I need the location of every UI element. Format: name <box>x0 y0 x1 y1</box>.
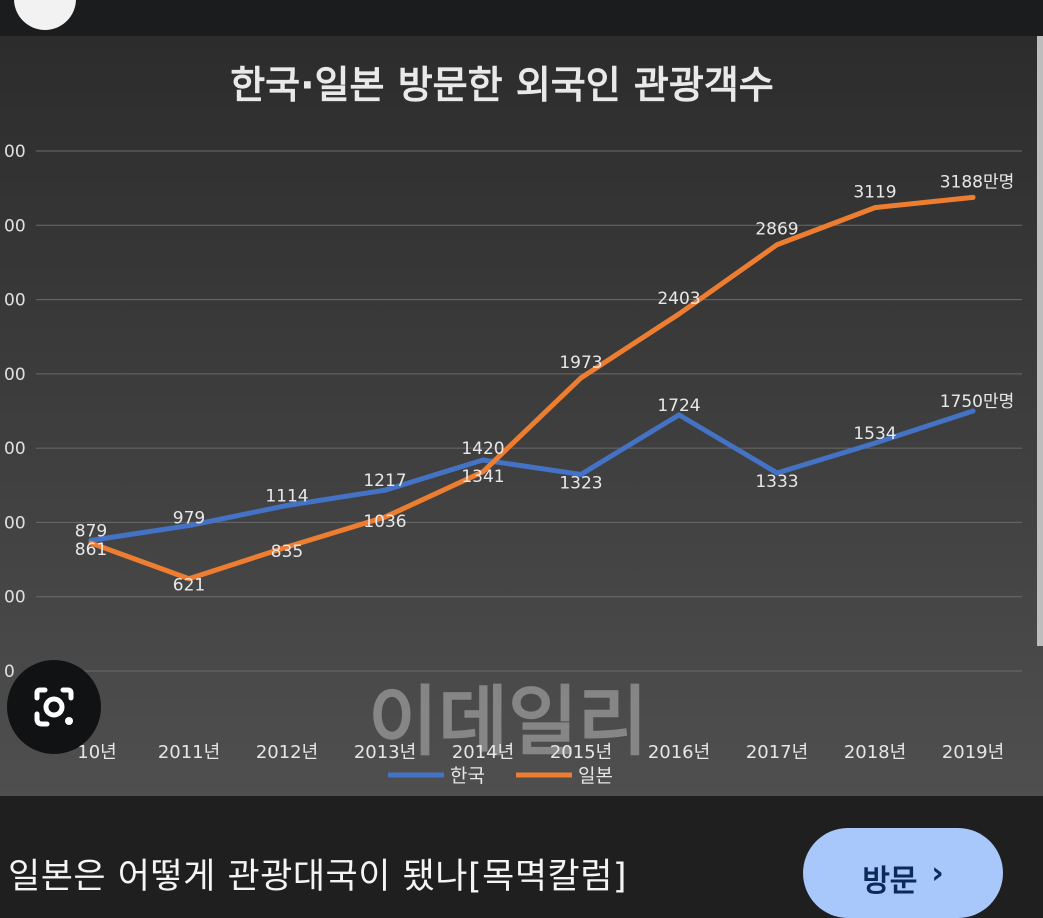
x-tick-label: 2012년 <box>256 742 318 763</box>
data-label: 3188만명 <box>940 172 1015 192</box>
visit-label: 방문 <box>862 864 918 899</box>
x-tick-label: 2019년 <box>942 742 1004 763</box>
y-tick-label: 00 <box>4 291 26 311</box>
data-label: 621 <box>173 576 205 596</box>
data-point <box>480 469 486 475</box>
avatar[interactable] <box>14 0 76 30</box>
data-point <box>970 408 976 414</box>
chart-title: 한국·일본 방문한 외국인 관광객수 <box>230 63 774 107</box>
lens-button[interactable] <box>7 660 101 754</box>
data-point <box>774 242 780 248</box>
watermark: 이데일리 <box>368 677 648 766</box>
data-label: 1217 <box>363 471 406 491</box>
y-tick-label: 00 <box>4 365 26 385</box>
data-point <box>676 311 682 317</box>
data-label: 861 <box>75 540 107 560</box>
x-tick-label: 2011년 <box>158 742 220 763</box>
legend-label: 한국 <box>450 765 485 787</box>
data-point <box>480 457 486 463</box>
chart-image[interactable]: 한국·일본 방문한 외국인 관광객수 0 00 00 00 00 00 00 00 이데일리 … <box>0 36 1043 796</box>
chevron-right-icon: › <box>931 856 944 891</box>
data-point <box>774 470 780 476</box>
data-label: 1534 <box>853 424 896 444</box>
data-point <box>88 540 94 546</box>
chart-background <box>0 36 1043 796</box>
scrollbar[interactable] <box>1037 36 1043 646</box>
series-line-한국 <box>88 408 976 543</box>
data-point <box>284 502 290 508</box>
data-point <box>676 412 682 418</box>
data-point <box>872 440 878 446</box>
data-label: 1420 <box>461 439 504 459</box>
visit-button[interactable]: 방문 › <box>803 828 1003 918</box>
data-label: 1333 <box>755 472 798 492</box>
data-label: 1114 <box>265 486 308 506</box>
data-point <box>186 576 192 582</box>
x-tick-label: 10년 <box>77 742 116 763</box>
data-label: 1973 <box>559 353 602 373</box>
x-tick-label: 2018년 <box>844 742 906 763</box>
x-tick-label: 2016년 <box>648 742 710 763</box>
data-point <box>284 544 290 550</box>
y-tick-label: 00 <box>4 439 26 459</box>
data-label: 1323 <box>559 473 602 493</box>
x-tick-label: 2014년 <box>452 742 514 763</box>
data-point <box>382 514 388 520</box>
result-caption[interactable]: 일본은 어떻게 관광대국이 됐나[목멱칼럼] <box>8 857 628 897</box>
series-line-일본 <box>88 194 976 582</box>
data-point <box>872 205 878 211</box>
data-point <box>578 471 584 477</box>
x-tick-label: 2017년 <box>746 742 808 763</box>
data-label: 879 <box>75 521 107 541</box>
data-label: 2403 <box>657 289 700 309</box>
data-point <box>578 375 584 381</box>
data-label: 3119 <box>853 183 896 203</box>
y-tick-label: 0 <box>4 662 15 682</box>
y-tick-label: 00 <box>4 216 26 236</box>
y-tick-label: 00 <box>4 588 26 608</box>
data-label: 1724 <box>657 396 700 416</box>
google-lens-icon <box>34 687 74 727</box>
top-strip <box>0 0 1043 36</box>
data-point <box>382 487 388 493</box>
x-tick-label: 2013년 <box>354 742 416 763</box>
data-label: 2869 <box>755 220 798 240</box>
legend-label: 일본 <box>578 765 613 787</box>
x-tick-label: 2015년 <box>550 742 612 763</box>
y-tick-label: 00 <box>4 142 26 162</box>
data-label: 1341 <box>461 467 504 487</box>
data-label: 1750만명 <box>940 392 1015 412</box>
data-point <box>970 194 976 200</box>
data-label: 835 <box>271 542 303 562</box>
data-label: 1036 <box>363 512 406 532</box>
data-label: 979 <box>173 509 205 529</box>
data-point <box>186 523 192 529</box>
y-tick-label: 00 <box>4 513 26 533</box>
